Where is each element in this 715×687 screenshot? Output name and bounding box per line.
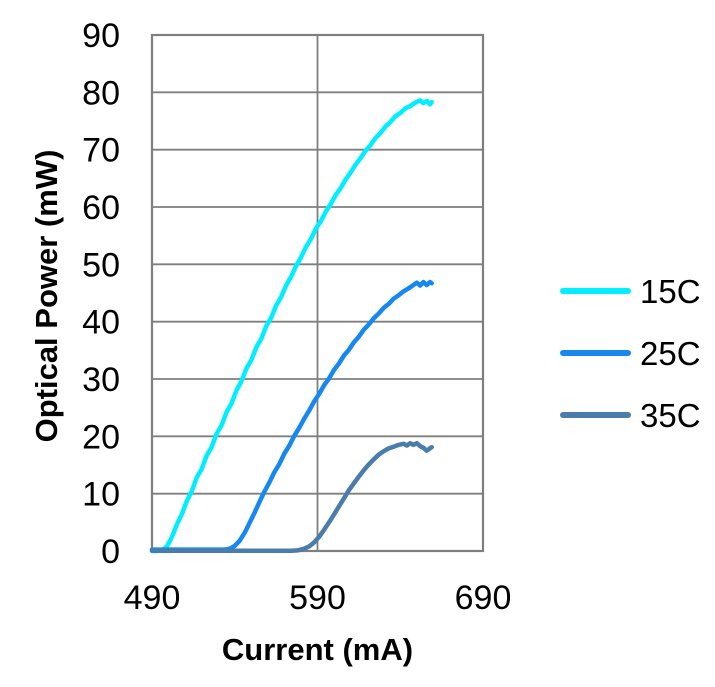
- y-tick-label: 10: [82, 476, 120, 514]
- x-axis-title: Current (mA): [221, 632, 414, 667]
- y-tick-label: 90: [82, 17, 120, 55]
- legend: 15C 25C 35C: [560, 268, 701, 454]
- legend-item-35c: 35C: [560, 392, 701, 438]
- y-tick-label: 20: [82, 418, 120, 456]
- x-tick-label: 590: [289, 579, 346, 617]
- legend-line-25c-icon: [560, 350, 631, 356]
- legend-label-35c: 35C: [640, 396, 701, 434]
- legend-item-15c: 15C: [560, 268, 701, 314]
- series-line-35c: [149, 440, 434, 553]
- y-tick-label: 80: [82, 74, 120, 112]
- legend-line-35c-icon: [560, 412, 631, 418]
- series-line-15c: [149, 98, 434, 554]
- y-axis-title: Optical Power (mW): [29, 149, 64, 443]
- x-tick-label: 690: [455, 579, 512, 617]
- y-tick-label: 40: [82, 304, 120, 342]
- y-tick-label: 60: [82, 189, 120, 227]
- y-tick-label: 70: [82, 132, 120, 170]
- y-tick-label: 50: [82, 246, 120, 284]
- legend-label-25c: 25C: [640, 334, 701, 372]
- y-tick-label: 30: [82, 361, 120, 399]
- y-tick-label: 0: [101, 533, 120, 571]
- plot-border: [150, 33, 485, 553]
- series-line-25c: [149, 279, 434, 552]
- legend-label-15c: 15C: [640, 272, 701, 310]
- legend-item-25c: 25C: [560, 330, 701, 376]
- x-tick-label: 490: [124, 579, 181, 617]
- legend-line-15c-icon: [560, 288, 631, 294]
